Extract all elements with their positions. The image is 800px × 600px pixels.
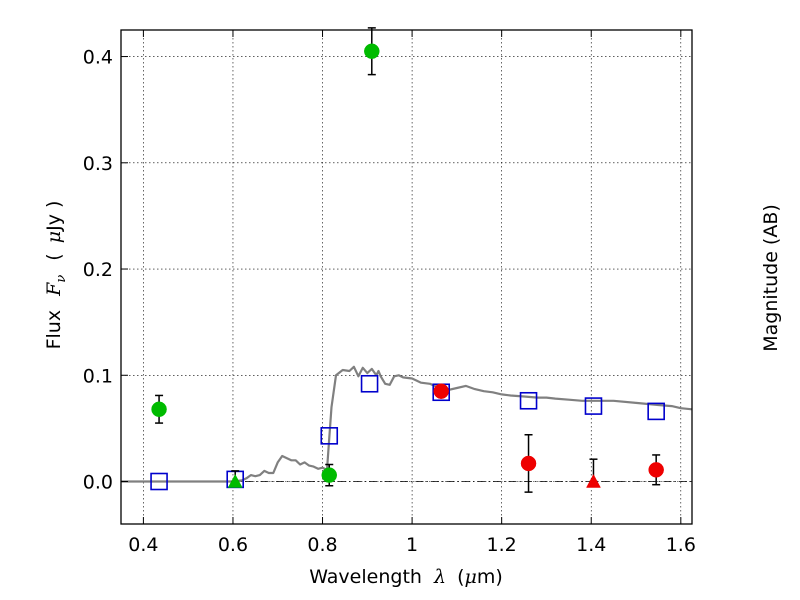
photometry-point (433, 383, 449, 399)
x-tick-label: 1.2 (487, 534, 517, 556)
y-axis-ticks: 0.0 0.1 0.2 0.3 0.4 (83, 47, 128, 494)
model-band-square (647, 402, 665, 421)
x-tick-label: 1.4 (576, 534, 606, 556)
photometry-point (648, 462, 664, 478)
y-tick-label: 0.2 (83, 259, 113, 281)
model-band-square (360, 374, 379, 393)
photometry-point (520, 455, 537, 472)
y-axis-label: Flux Fν ( μJy ) (43, 201, 70, 350)
model-band-square (150, 472, 168, 491)
x-axis-ticks: 0.4 0.6 0.8 1 1.2 1.4 1.6 (128, 30, 696, 556)
model-spectrum-line (121, 365, 693, 483)
x-tick-label: 0.6 (218, 534, 248, 556)
y2-axis-label: Magnitude (AB) (760, 204, 782, 352)
y-tick-label: 0.0 (83, 472, 113, 494)
x-tick-label: 0.4 (128, 534, 158, 556)
x-tick-label: 1 (406, 534, 418, 556)
photometry-point (321, 467, 337, 483)
photometry-point (364, 43, 380, 59)
y-tick-label: 0.4 (83, 47, 113, 69)
photometry-point (151, 401, 167, 418)
upper-limit-triangle (586, 473, 601, 488)
model-band-square (519, 391, 538, 410)
data-markers (150, 27, 665, 493)
plot-frame (120, 29, 693, 525)
model-spectrum (121, 365, 693, 483)
y-tick-label: 0.3 (83, 153, 113, 175)
x-tick-label: 0.8 (307, 534, 337, 556)
y-tick-label: 0.1 (83, 365, 113, 387)
model-band-square (584, 397, 603, 415)
upper-limit-triangle (227, 473, 243, 488)
model-band-square (320, 427, 339, 445)
x-axis-label: Wavelength λ (μm) (309, 566, 503, 588)
x-tick-label: 1.6 (666, 534, 696, 556)
grid (121, 30, 692, 524)
